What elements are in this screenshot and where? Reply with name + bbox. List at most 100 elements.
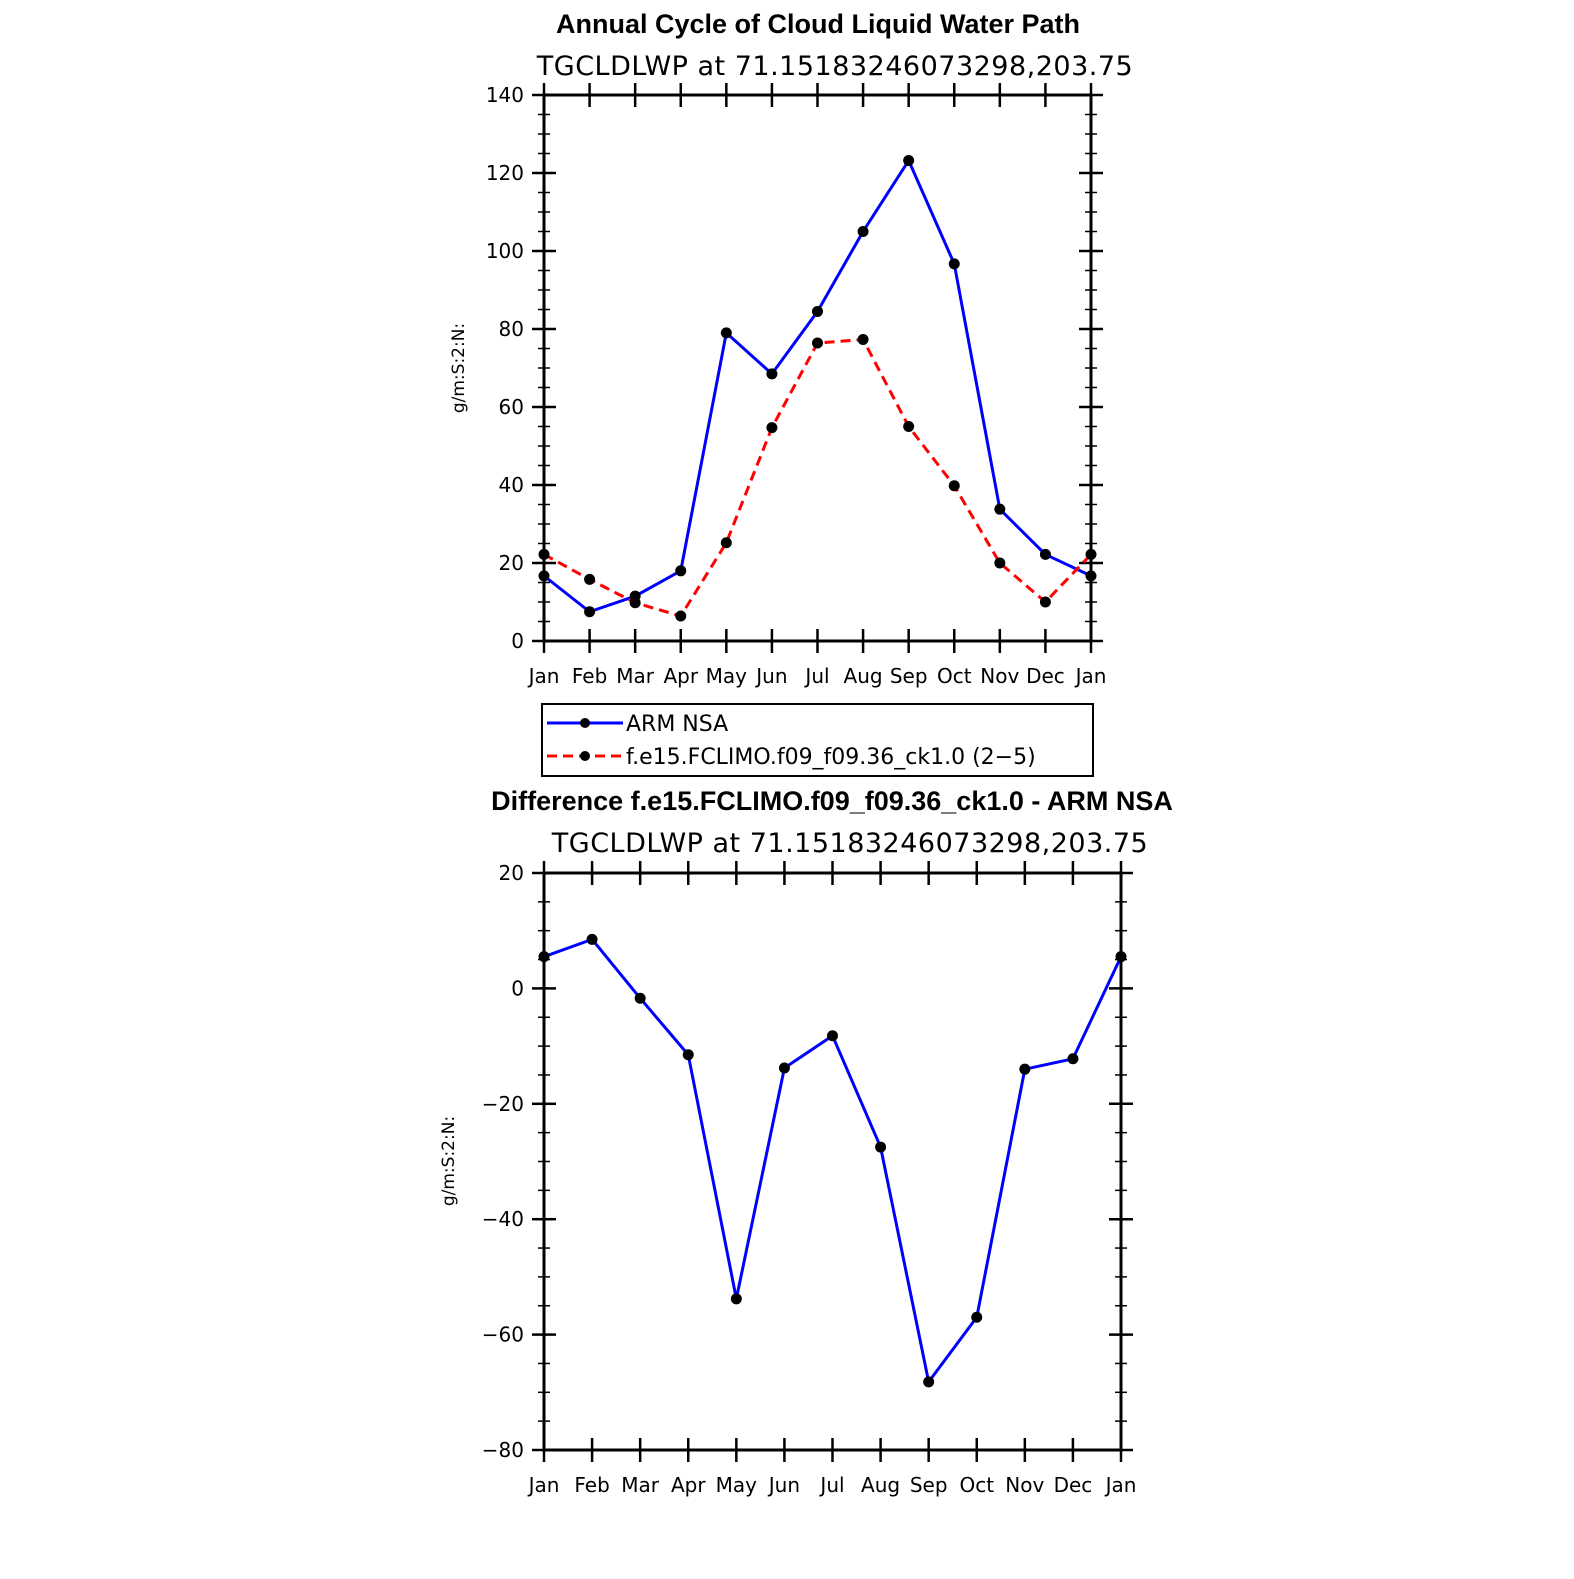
x-tick-label: Feb bbox=[572, 664, 607, 688]
data-point bbox=[948, 480, 960, 492]
y-tick-label: 60 bbox=[499, 395, 524, 419]
x-tick-label: Mar bbox=[621, 1473, 660, 1497]
data-point bbox=[675, 610, 687, 622]
y-axis-label: g/m:S:2:N: bbox=[439, 1116, 459, 1206]
y-tick-label: 100 bbox=[486, 239, 524, 263]
x-tick-label: Jun bbox=[767, 1473, 800, 1497]
x-tick-label: Jul bbox=[818, 1473, 844, 1497]
x-tick-label: Jan bbox=[1104, 1473, 1137, 1497]
data-point bbox=[766, 422, 778, 434]
chart-subtitle: TGCLDLWP at 71.15183246073298,203.75 bbox=[551, 828, 1148, 859]
data-point bbox=[971, 1311, 983, 1323]
data-point bbox=[1067, 1053, 1079, 1065]
series-line-0 bbox=[543, 159, 1092, 614]
y-tick-label: 20 bbox=[499, 861, 524, 885]
x-tick-label: Aug bbox=[844, 664, 883, 688]
data-point bbox=[857, 226, 869, 237]
y-tick-label: 140 bbox=[486, 83, 524, 107]
x-tick-label: Apr bbox=[663, 664, 698, 688]
x-tick-label: May bbox=[706, 664, 748, 688]
data-point bbox=[682, 1049, 694, 1061]
data-point bbox=[827, 1030, 838, 1042]
y-tick-label: −80 bbox=[482, 1438, 524, 1462]
chart-title: Difference f.e15.FCLIMO.f09_f09.36_ck1.0… bbox=[491, 786, 1173, 816]
legend-label-arm-nsa: ARM NSA bbox=[626, 712, 728, 737]
x-tick-label: Aug bbox=[861, 1473, 900, 1497]
data-point bbox=[766, 368, 778, 380]
legend: ARM NSA f.e15.FCLIMO.f09_f09.36_ck1.0 (2… bbox=[541, 703, 1094, 777]
series-group bbox=[538, 155, 1097, 622]
y-tick-label: 80 bbox=[499, 317, 524, 341]
data-point bbox=[994, 557, 1006, 569]
legend-marker-arm-nsa bbox=[580, 718, 590, 728]
x-tick-label: Jul bbox=[803, 664, 829, 688]
data-point bbox=[586, 933, 598, 945]
data-point bbox=[1115, 951, 1127, 963]
y-tick-label: −60 bbox=[482, 1323, 524, 1347]
x-tick-label: Sep bbox=[910, 1473, 948, 1497]
x-tick-label: Oct bbox=[937, 664, 972, 688]
y-tick-label: 0 bbox=[511, 629, 524, 653]
data-point bbox=[720, 327, 732, 339]
plot-frame bbox=[542, 93, 1093, 643]
y-tick-label: −40 bbox=[482, 1207, 524, 1231]
legend-marker-model bbox=[580, 751, 590, 761]
annual-cycle-chart: Annual Cycle of Cloud Liquid Water Path … bbox=[449, 9, 1133, 777]
series-line-1 bbox=[543, 338, 1093, 618]
legend-box bbox=[541, 703, 1094, 777]
x-tick-label: Jan bbox=[527, 1473, 560, 1497]
data-point bbox=[857, 334, 869, 346]
data-point bbox=[584, 606, 596, 618]
x-tick-label: Feb bbox=[574, 1473, 609, 1497]
x-tick-label: Apr bbox=[671, 1473, 706, 1497]
data-point bbox=[948, 258, 960, 270]
x-tick-label: Sep bbox=[890, 664, 928, 688]
chart-title: Annual Cycle of Cloud Liquid Water Path bbox=[556, 9, 1080, 39]
x-tick-label: Nov bbox=[1005, 1473, 1044, 1497]
data-point bbox=[538, 570, 550, 582]
data-point bbox=[538, 548, 550, 560]
plot-frame bbox=[542, 871, 1123, 1452]
x-tick-label: Dec bbox=[1054, 1473, 1093, 1497]
series-line-0 bbox=[543, 937, 1123, 1384]
data-point bbox=[778, 1062, 790, 1074]
data-point bbox=[923, 1376, 935, 1388]
y-tick-label: −20 bbox=[482, 1092, 524, 1116]
data-point bbox=[634, 992, 646, 1004]
data-point bbox=[538, 951, 550, 963]
data-point bbox=[720, 537, 732, 549]
data-point bbox=[629, 597, 641, 609]
y-axis-label: g/m:S:2:N: bbox=[449, 323, 469, 413]
difference-chart: Difference f.e15.FCLIMO.f09_f09.36_ck1.0… bbox=[439, 786, 1173, 1497]
data-point bbox=[1039, 548, 1051, 560]
data-point bbox=[1039, 596, 1051, 608]
x-tick-label: Jun bbox=[754, 664, 787, 688]
chart-subtitle: TGCLDLWP at 71.15183246073298,203.75 bbox=[536, 51, 1133, 82]
x-tick-label: May bbox=[716, 1473, 758, 1497]
x-tick-label: Dec bbox=[1026, 664, 1065, 688]
x-tick-labels: Jan Feb Mar Apr May Jun Jul Aug Sep Oct Nov Dec Jan bbox=[527, 664, 1107, 688]
x-tick-label: Mar bbox=[616, 664, 655, 688]
data-point bbox=[994, 503, 1006, 515]
x-tick-labels: Jan Feb Mar Apr May Jun Jul Aug Sep Oct Nov Dec Jan bbox=[527, 1473, 1137, 1497]
data-point bbox=[812, 305, 823, 317]
axis-ticks bbox=[532, 861, 1133, 1462]
y-tick-label: 40 bbox=[499, 473, 524, 497]
y-tick-labels: −80 −60 −40 −20 0 20 bbox=[482, 861, 524, 1462]
axis-ticks bbox=[532, 83, 1103, 653]
x-tick-label: Jan bbox=[527, 664, 560, 688]
y-tick-label: 120 bbox=[486, 161, 524, 185]
y-tick-label: 0 bbox=[511, 976, 524, 1000]
data-point bbox=[730, 1293, 742, 1305]
data-point bbox=[1085, 570, 1097, 582]
data-point bbox=[1019, 1063, 1031, 1075]
y-tick-label: 20 bbox=[499, 551, 524, 575]
data-point bbox=[903, 421, 915, 432]
x-tick-label: Nov bbox=[980, 664, 1019, 688]
x-tick-label: Jan bbox=[1074, 664, 1107, 688]
data-point bbox=[903, 155, 915, 167]
legend-label-model: f.e15.FCLIMO.f09_f09.36_ck1.0 (2−5) bbox=[626, 745, 1036, 770]
data-point bbox=[875, 1141, 887, 1153]
